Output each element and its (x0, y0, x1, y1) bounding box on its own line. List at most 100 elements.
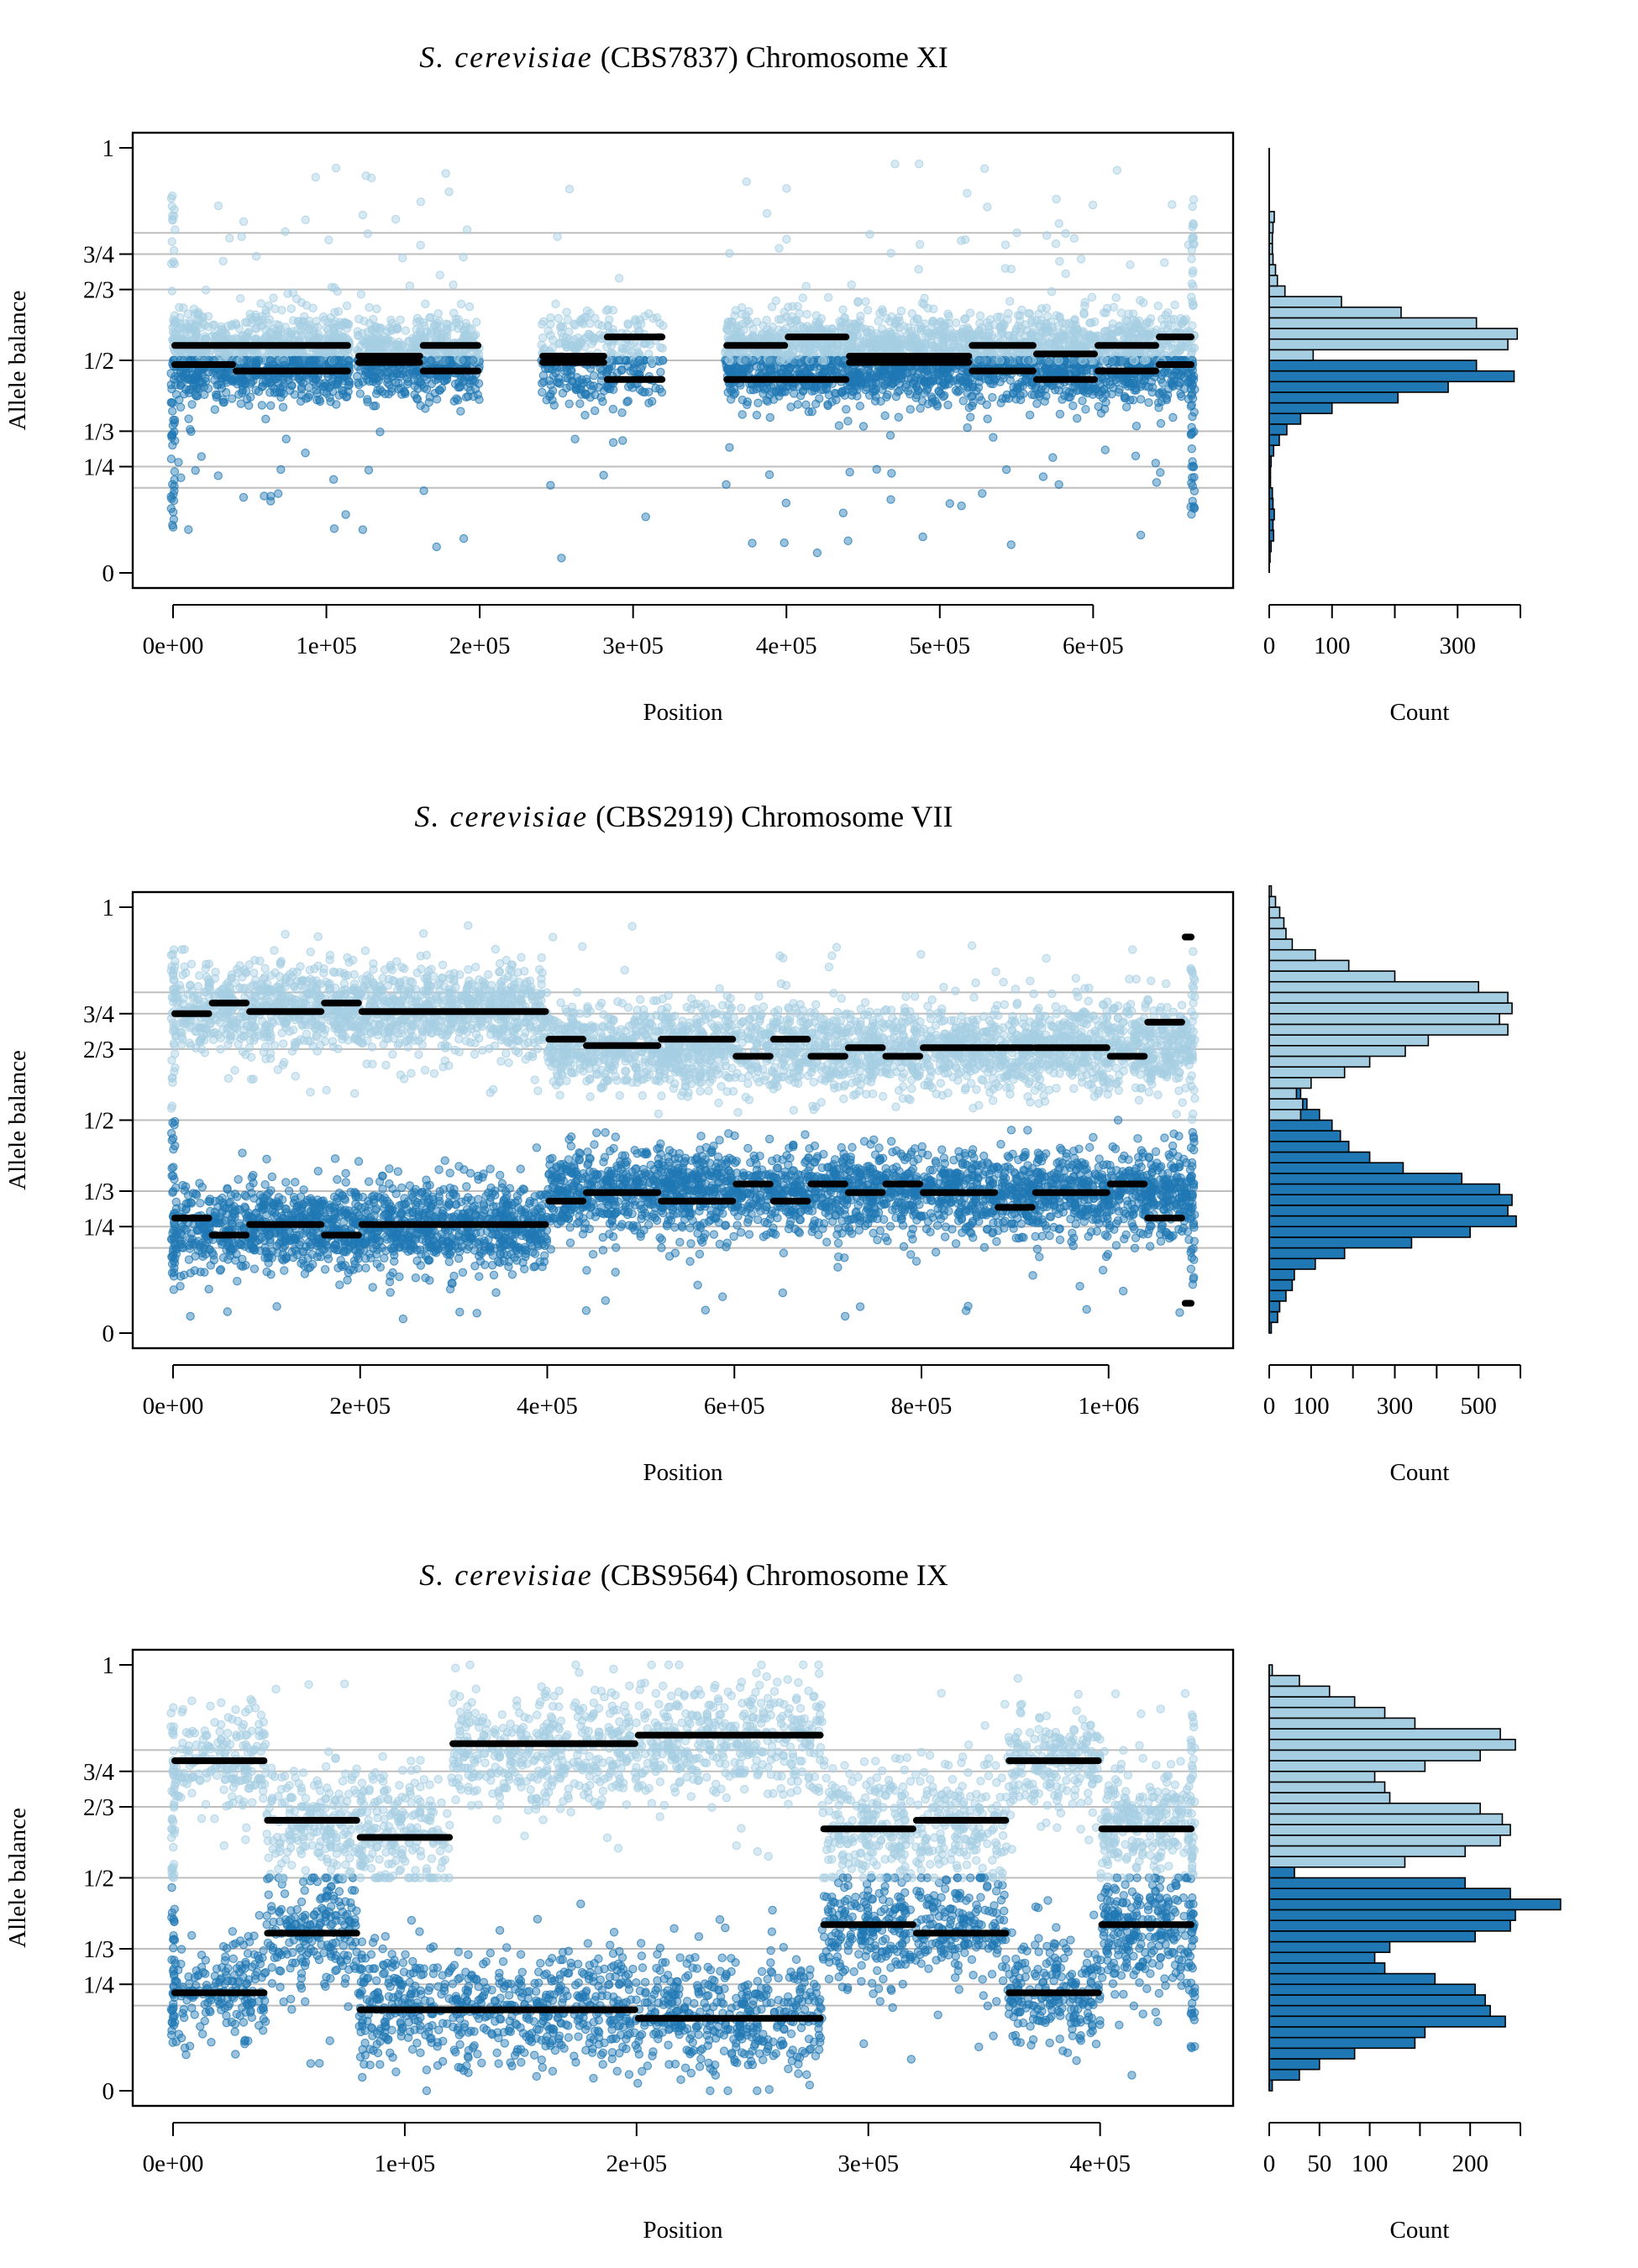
data-point (1061, 269, 1070, 279)
data-point (324, 334, 333, 344)
data-point (416, 240, 425, 250)
data-point (742, 177, 751, 186)
data-point (200, 390, 209, 399)
data-point (753, 398, 763, 407)
data-point (834, 421, 844, 430)
data-point (358, 377, 368, 386)
data-point (442, 319, 451, 328)
data-point (538, 387, 547, 397)
data-point (584, 329, 593, 339)
data-point (658, 355, 667, 365)
data-point (1100, 445, 1110, 454)
data-point (444, 355, 454, 365)
data-point (765, 412, 774, 423)
data-point (641, 512, 650, 522)
data-point (281, 227, 290, 236)
data-point (774, 244, 784, 253)
data-point (368, 314, 378, 324)
data-point (385, 323, 394, 333)
data-point (341, 510, 350, 519)
data-point (538, 379, 547, 388)
data-point (183, 309, 192, 318)
data-point (648, 313, 658, 323)
data-point (266, 491, 276, 501)
data-point (239, 217, 249, 227)
data-point (563, 315, 573, 324)
data-point (266, 401, 276, 411)
data-point (217, 383, 227, 393)
data-point (324, 235, 333, 244)
data-point (989, 433, 998, 442)
data-point (823, 292, 833, 302)
data-point (780, 538, 789, 548)
data-point (645, 339, 654, 349)
data-point (412, 325, 421, 334)
data-point (725, 249, 734, 258)
data-point (290, 390, 299, 399)
data-point (1177, 391, 1186, 402)
data-point (261, 306, 270, 315)
data-point (305, 355, 315, 365)
panel-1: S. cerevisiae (CBS7837) Chromosome XI01/… (4, 40, 1521, 726)
data-point (622, 355, 631, 365)
data-point (614, 274, 624, 283)
data-point (1048, 453, 1058, 462)
data-point (281, 323, 291, 332)
data-point (329, 283, 339, 292)
data-point (915, 239, 925, 249)
data-point (539, 317, 549, 327)
data-point (329, 323, 339, 333)
data-point (192, 391, 201, 401)
data-point (914, 265, 923, 274)
data-point (179, 324, 188, 333)
data-point (1156, 468, 1165, 477)
data-point (1032, 399, 1042, 408)
data-point (467, 324, 476, 334)
data-point (966, 412, 975, 422)
data-point (434, 316, 444, 326)
data-point (218, 395, 228, 405)
data-point (439, 376, 449, 386)
data-point (191, 465, 200, 475)
data-point (555, 338, 564, 348)
data-point (297, 382, 307, 392)
data-point (555, 379, 564, 389)
data-point (364, 465, 374, 475)
data-point (456, 299, 466, 309)
data-point (363, 395, 372, 404)
data-point (246, 392, 255, 402)
data-point (633, 342, 642, 352)
data-points (166, 159, 1200, 563)
data-point (1079, 309, 1089, 319)
data-point (422, 385, 432, 394)
data-point (885, 431, 895, 440)
data-point (601, 306, 612, 316)
data-point (419, 333, 428, 342)
data-point (372, 304, 381, 313)
data-point (589, 371, 599, 381)
data-point (189, 322, 199, 331)
data-point (365, 302, 374, 312)
data-point (184, 525, 193, 534)
data-point (361, 368, 371, 377)
data-point (1005, 297, 1015, 306)
data-point (979, 164, 990, 173)
data-point (1001, 465, 1011, 475)
data-point (331, 163, 341, 173)
data-point (842, 405, 851, 414)
data-point (187, 400, 197, 409)
data-point (548, 386, 558, 396)
data-point (551, 369, 560, 378)
data-point (557, 554, 566, 563)
data-point (261, 414, 270, 424)
data-point (913, 314, 923, 324)
data-point (786, 402, 795, 412)
data-point (629, 363, 638, 373)
data-point (802, 309, 811, 319)
data-point (965, 308, 975, 318)
data-point (1042, 391, 1051, 401)
data-point (269, 293, 278, 302)
data-point (906, 405, 915, 414)
data-point (410, 368, 420, 377)
data-point (182, 374, 192, 383)
